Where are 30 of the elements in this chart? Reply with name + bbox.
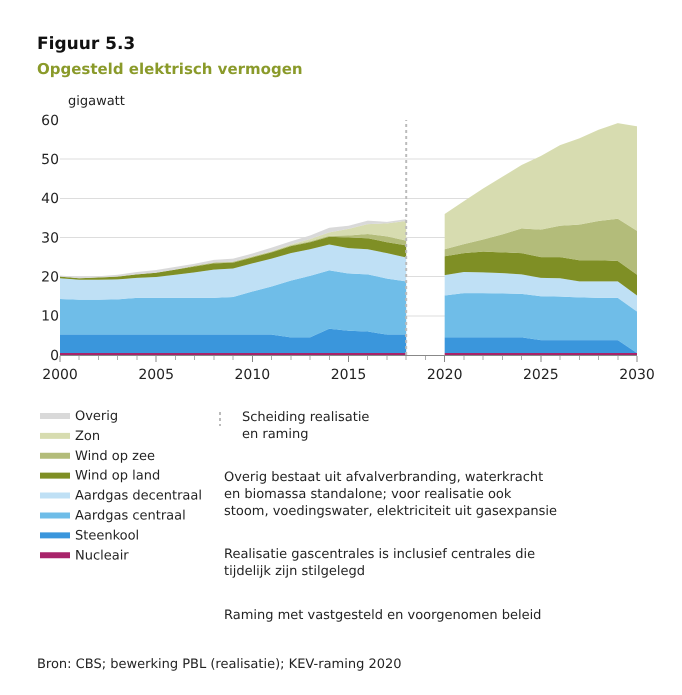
legend-label: Nucleair [75, 548, 130, 564]
y-tick-label: 30 [41, 230, 59, 246]
legend-label: Overig [75, 409, 118, 424]
x-tick-label: 2015 [330, 366, 366, 383]
y-tick-label: 40 [41, 191, 59, 208]
y-tick-label: 0 [50, 348, 59, 364]
x-tick-label: 2010 [234, 366, 270, 383]
text: Realisatie gascentrales is inclusief centrales die tijdelijk zijn stilgelegd [224, 547, 536, 579]
y-tick-label: 60 [41, 112, 59, 129]
legend-label: Wind op land [75, 468, 160, 484]
text: Raming met vastgesteld en voorgenomen beleid [224, 608, 542, 623]
chart-title: Figuur 5.3 [37, 34, 136, 54]
text: Overig bestaat uit afvalverbranding, waterkracht en biomassa standalone; voor realisatie ook stoom, voedingswater, elektriciteit uit gasexpansie [224, 470, 558, 519]
legend-label: Wind op zee [75, 448, 155, 464]
x-tick-label: 2020 [426, 366, 462, 383]
legend-label: Zon [75, 428, 100, 444]
legend-label: Aardgas centraal [75, 508, 186, 524]
text: Bron: CBS; bewerking PBL (realisatie); KEV-raming 2020 [37, 657, 402, 672]
x-tick-label: 2025 [523, 366, 559, 383]
y-tick-label: 20 [41, 270, 59, 286]
legend-label: Scheiding realisatie en raming [242, 410, 370, 442]
x-tick-label: 2000 [42, 366, 78, 383]
y-tick-label: 50 [41, 152, 59, 168]
legend-label: Aardgas decentraal [75, 488, 202, 504]
legend-label: Steenkool [75, 528, 140, 544]
y-tick-label: 10 [41, 308, 59, 325]
chart-subtitle: Opgesteld elektrisch vermogen [37, 60, 303, 78]
y-axis-title: gigawatt [68, 94, 125, 109]
x-tick-label: 2030 [619, 366, 655, 383]
x-tick-label: 2005 [138, 366, 174, 383]
